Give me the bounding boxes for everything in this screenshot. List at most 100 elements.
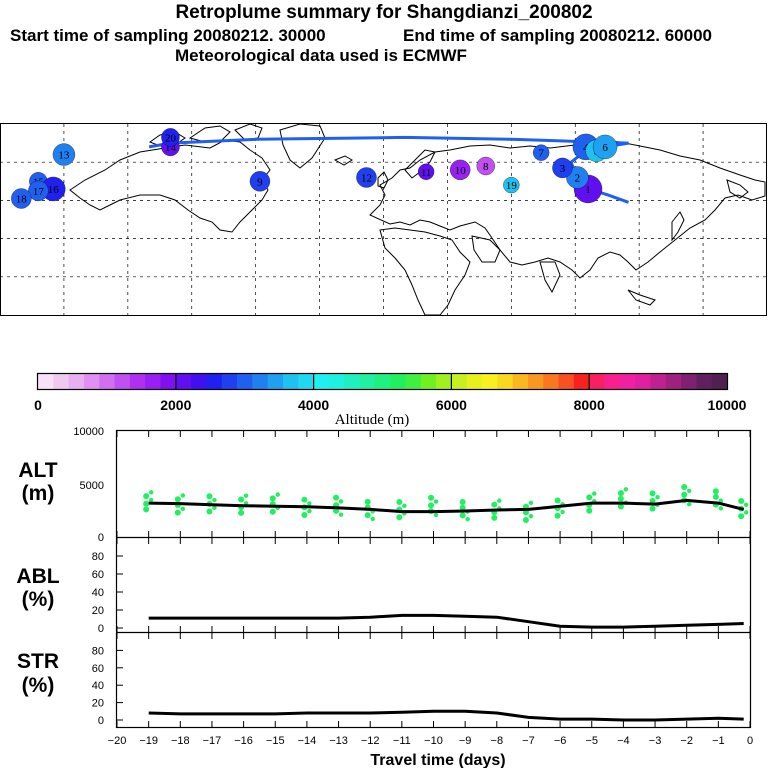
alt-particle-point — [522, 517, 529, 524]
alt-particle-point — [301, 496, 308, 503]
map-graticule — [0, 124, 767, 315]
x-tick-label: −6 — [554, 735, 567, 747]
alt-particle-point — [174, 496, 181, 503]
alt-particle-point — [617, 495, 624, 502]
map-marker-label: 19 — [506, 180, 518, 192]
x-tick-label: −3 — [649, 735, 662, 747]
y-tick-label: 60 — [92, 569, 104, 581]
colorbar-swatch — [38, 374, 54, 389]
alt-particle-point — [433, 499, 439, 504]
colorbar-swatch — [681, 374, 697, 389]
alt-particle-point — [681, 483, 688, 490]
alt-particle-point — [243, 493, 249, 498]
alt-particle-point — [586, 494, 593, 501]
str-line — [148, 709, 744, 722]
map-marker — [249, 171, 271, 192]
time-series-panels: ALT (m) ABL (%) STR (%) 10000 5000 0 80 6… — [16, 426, 753, 768]
alt-particle-point — [687, 488, 692, 493]
alt-particle-point — [649, 497, 656, 504]
map-marker-label: 3 — [560, 163, 566, 175]
alt-particle-point — [491, 514, 498, 521]
alt-particle-point — [459, 512, 466, 519]
colorbar-swatch — [68, 374, 85, 389]
alt-particle-point — [370, 516, 375, 522]
y-tick-label: 40 — [92, 587, 104, 599]
colorbar-swatch — [512, 374, 529, 389]
x-tick-label: −1 — [712, 735, 725, 747]
colorbar-swatch — [191, 374, 207, 389]
x-tick-label: −7 — [522, 735, 535, 747]
map-marker-label: 13 — [58, 150, 70, 162]
colorbar-swatch — [160, 374, 177, 389]
alt-particle-point — [433, 512, 439, 518]
map-marker-label: 8 — [483, 161, 489, 173]
map-marker-label: 9 — [257, 176, 263, 188]
x-tick-label: −13 — [329, 735, 348, 747]
alt-particle-point — [718, 498, 724, 503]
x-tick-label: −18 — [171, 735, 190, 747]
colorbar-swatch — [252, 374, 269, 389]
map-marker — [533, 144, 550, 161]
alt-particle-point — [743, 502, 749, 507]
map-marker-label: 7 — [538, 148, 544, 160]
map-marker — [450, 159, 471, 180]
colorbar-swatch — [650, 374, 667, 389]
alt-particle-point — [497, 498, 502, 503]
alt-particle-point — [465, 516, 470, 522]
x-tick-label: −8 — [491, 735, 504, 747]
colorbar-swatch — [635, 374, 651, 389]
y-tick-label: 80 — [92, 551, 104, 563]
colorbar-tick-label: 10000 — [708, 397, 747, 413]
alt-particle-point — [338, 512, 344, 517]
alt-particle-point — [143, 506, 150, 513]
alt-particle-point — [180, 493, 185, 498]
start-time-label: Start time of sampling 20080212. 30000 — [10, 26, 326, 45]
colorbar-swatch — [711, 374, 728, 389]
map-marker — [52, 143, 76, 166]
alt-particle-point — [586, 507, 593, 514]
alt-particle-point — [592, 491, 597, 496]
alt-particle-point — [617, 503, 624, 510]
colorbar-label: Altitude (m) — [335, 412, 410, 428]
colorbar-tick-label: 0 — [34, 397, 42, 413]
colorbar-swatch — [696, 374, 713, 389]
colorbar-tick-label: 2000 — [160, 397, 191, 413]
alt-particle-point — [623, 487, 629, 492]
alt-tick-10000: 10000 — [73, 426, 104, 438]
alt-particle-point — [307, 508, 312, 514]
map-marker — [161, 128, 180, 147]
colorbar-swatch — [543, 374, 560, 389]
x-tick-label: −17 — [203, 735, 222, 747]
alt-particle-point — [238, 509, 245, 516]
alt-particle-point — [307, 501, 312, 506]
colorbar-swatch — [175, 374, 192, 389]
alt-particle-point — [738, 497, 745, 504]
alt-particle-point — [333, 494, 340, 501]
colorbar-swatch — [313, 374, 330, 389]
alt-particle-point — [206, 508, 213, 515]
alt-panel-title: ALT — [18, 459, 57, 482]
colorbar-frame — [36, 372, 729, 391]
alt-particle-point — [364, 498, 371, 505]
colorbar-swatch — [145, 374, 161, 389]
colorbar-swatch — [221, 374, 238, 389]
alt-mean-line — [148, 498, 745, 514]
map-marker-label: 12 — [361, 172, 372, 184]
alt-particle-point — [554, 497, 561, 504]
abl-line — [148, 613, 744, 629]
map-marker-label: 20 — [165, 132, 177, 144]
alt-panel-unit: (m) — [22, 482, 55, 505]
alt-particle-point — [396, 499, 403, 506]
x-tick-label: −19 — [139, 735, 158, 747]
colorbar-swatch — [129, 374, 146, 389]
alt-particle-point — [148, 497, 154, 503]
alt-particle-point — [743, 510, 749, 515]
alt-particle-point — [617, 490, 624, 497]
map-marker — [28, 180, 49, 202]
alt-particle-point — [364, 512, 371, 519]
map-marker-label: 14 — [165, 142, 177, 154]
colorbar-swatch — [390, 374, 406, 389]
map-marker — [476, 156, 495, 176]
alt-tick-5000: 5000 — [80, 480, 104, 492]
alt-particle-point — [655, 494, 660, 500]
